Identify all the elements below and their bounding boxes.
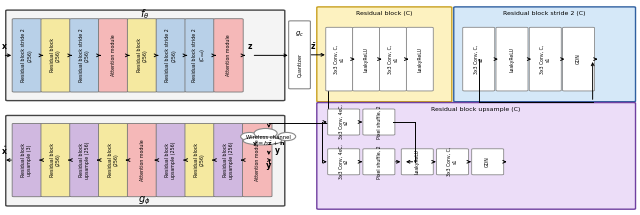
FancyBboxPatch shape (185, 19, 214, 92)
Text: 3x3 Conv, 4xC,
s2: 3x3 Conv, 4xC, s2 (339, 144, 349, 179)
Ellipse shape (278, 132, 296, 141)
FancyBboxPatch shape (529, 27, 561, 91)
Text: GDN: GDN (576, 54, 581, 64)
Text: $\mathbf{y}$: $\mathbf{y}$ (265, 161, 273, 172)
Text: Attention module: Attention module (255, 139, 260, 181)
FancyBboxPatch shape (99, 123, 128, 197)
Text: Attention module: Attention module (226, 34, 231, 76)
FancyBboxPatch shape (472, 149, 504, 175)
Text: LeakyReLU: LeakyReLU (417, 47, 422, 72)
FancyBboxPatch shape (243, 123, 272, 197)
Text: Residual block
(256): Residual block (256) (195, 143, 205, 177)
Text: Residual block stride 2
(256): Residual block stride 2 (256) (166, 29, 176, 82)
Text: Residual block stride 2
(256): Residual block stride 2 (256) (22, 29, 32, 82)
Text: $\mathbf{x}$: $\mathbf{x}$ (1, 42, 8, 51)
Ellipse shape (241, 132, 259, 141)
Text: GDN: GDN (485, 157, 490, 167)
FancyBboxPatch shape (406, 27, 433, 91)
Text: Residual block stride 2
($C_{out}$): Residual block stride 2 ($C_{out}$) (192, 29, 207, 82)
Text: 3x3 Conv, C,
s1: 3x3 Conv, C, s1 (334, 45, 344, 74)
Text: $g_\phi$: $g_\phi$ (138, 194, 151, 207)
Text: Residual block upsample (C): Residual block upsample (C) (431, 107, 521, 112)
FancyBboxPatch shape (496, 27, 528, 91)
Text: $\bar{\mathbf{z}}$: $\bar{\mathbf{z}}$ (310, 41, 317, 52)
FancyBboxPatch shape (127, 19, 157, 92)
Text: Attention module: Attention module (111, 34, 116, 76)
FancyBboxPatch shape (328, 109, 360, 135)
Text: $\mathbf{y} = h\bar{\mathbf{z}} + \mathbf{n}$: $\mathbf{y} = h\bar{\mathbf{z}} + \mathb… (252, 140, 285, 149)
FancyBboxPatch shape (12, 19, 42, 92)
Text: $\hat{\mathbf{x}}$: $\hat{\mathbf{x}}$ (1, 144, 8, 157)
Text: 3x3 Conv, C,
s1: 3x3 Conv, C, s1 (447, 147, 458, 177)
FancyBboxPatch shape (185, 123, 214, 197)
Text: LeakyReLU: LeakyReLU (509, 47, 515, 72)
FancyBboxPatch shape (99, 19, 128, 92)
FancyBboxPatch shape (463, 27, 495, 91)
Text: Residual block stride 2 (C): Residual block stride 2 (C) (504, 11, 586, 16)
Text: $g_c$: $g_c$ (295, 30, 304, 39)
FancyBboxPatch shape (326, 27, 353, 91)
FancyBboxPatch shape (12, 123, 42, 197)
FancyBboxPatch shape (328, 149, 360, 175)
FancyBboxPatch shape (289, 21, 310, 89)
Text: Quantizer: Quantizer (297, 53, 302, 77)
FancyBboxPatch shape (6, 10, 285, 101)
FancyBboxPatch shape (214, 123, 243, 197)
FancyBboxPatch shape (363, 109, 395, 135)
FancyBboxPatch shape (70, 123, 99, 197)
Ellipse shape (243, 137, 282, 145)
FancyBboxPatch shape (41, 19, 70, 92)
FancyBboxPatch shape (363, 149, 395, 175)
FancyBboxPatch shape (156, 19, 186, 92)
Ellipse shape (254, 128, 277, 138)
Text: Residual block
(256): Residual block (256) (51, 143, 61, 177)
FancyBboxPatch shape (317, 103, 636, 209)
Text: 3x3 Conv, 4xC,
s2: 3x3 Conv, 4xC, s2 (339, 104, 349, 140)
FancyBboxPatch shape (563, 27, 595, 91)
Text: Pixel shuffle, 2: Pixel shuffle, 2 (376, 145, 381, 179)
Text: Residual block
upsample (256): Residual block upsample (256) (79, 141, 90, 179)
Text: Wireless channel: Wireless channel (246, 135, 291, 140)
Text: 3x3 Conv, C,
s1: 3x3 Conv, C, s1 (388, 45, 398, 74)
FancyBboxPatch shape (317, 7, 452, 102)
FancyBboxPatch shape (156, 123, 186, 197)
FancyBboxPatch shape (401, 149, 433, 175)
FancyBboxPatch shape (454, 7, 636, 102)
FancyBboxPatch shape (214, 19, 243, 92)
Text: $f_\theta$: $f_\theta$ (140, 8, 149, 21)
FancyBboxPatch shape (380, 27, 406, 91)
Text: Residual block
upsample (3): Residual block upsample (3) (22, 143, 32, 177)
Text: Residual block stride 2
(256): Residual block stride 2 (256) (79, 29, 90, 82)
Text: LeakyReLU: LeakyReLU (364, 47, 369, 72)
Text: 3x3 Conv, C,
s1: 3x3 Conv, C, s1 (540, 45, 550, 74)
FancyBboxPatch shape (353, 27, 380, 91)
Text: Pixel shuffle, 2: Pixel shuffle, 2 (376, 105, 381, 139)
Text: $\mathbf{z}$: $\mathbf{z}$ (247, 42, 253, 51)
Text: Residual block
upsample (256): Residual block upsample (256) (223, 141, 234, 179)
Text: 3x3 Conv, C,
s2: 3x3 Conv, C, s2 (474, 45, 484, 74)
Text: Residual block
(256): Residual block (256) (108, 143, 118, 177)
FancyBboxPatch shape (127, 123, 157, 197)
Text: Residual block
(256): Residual block (256) (137, 38, 147, 72)
Text: Residual block
upsample (256): Residual block upsample (256) (166, 141, 176, 179)
FancyBboxPatch shape (436, 149, 468, 175)
FancyBboxPatch shape (41, 123, 70, 197)
Text: LeakyReLU: LeakyReLU (415, 149, 420, 174)
Text: Residual block (C): Residual block (C) (356, 11, 413, 16)
Text: Residual block
(256): Residual block (256) (51, 38, 61, 72)
FancyBboxPatch shape (70, 19, 99, 92)
FancyBboxPatch shape (6, 115, 285, 206)
Text: Attention module: Attention module (140, 139, 145, 181)
Text: $\mathbf{y}$: $\mathbf{y}$ (275, 146, 281, 157)
